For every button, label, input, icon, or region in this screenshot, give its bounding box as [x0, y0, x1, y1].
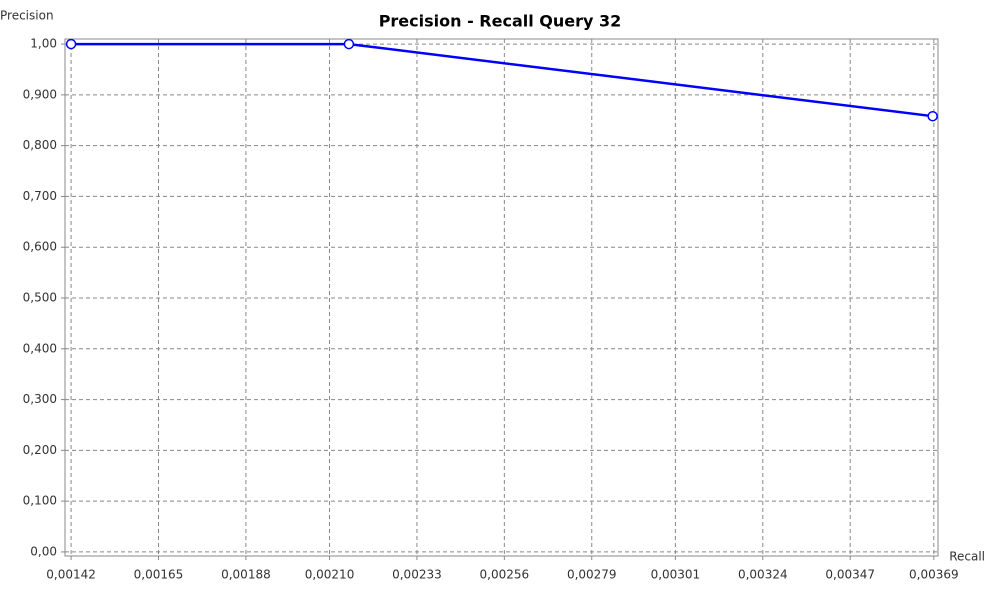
x-tick-label: 0,00369 — [909, 568, 959, 582]
data-point — [65, 38, 77, 50]
y-tick-label: 0,200 — [23, 443, 57, 457]
y-tick-label: 1,00 — [30, 37, 57, 51]
y-tick-label: 0,300 — [23, 392, 57, 406]
x-tick-label: 0,00279 — [567, 568, 617, 582]
y-axis-label: Precision — [0, 9, 54, 23]
x-tick-label: 0,00188 — [221, 568, 271, 582]
y-tick-label: 0,00 — [30, 544, 57, 558]
y-tick-label: 0,900 — [23, 87, 57, 101]
y-tick-label: 0,700 — [23, 189, 57, 203]
x-tick-label: 0,00165 — [134, 568, 184, 582]
x-tick-label: 0,00256 — [480, 568, 530, 582]
x-tick-label: 0,00301 — [651, 568, 701, 582]
y-tick-label: 0,800 — [23, 138, 57, 152]
data-point — [927, 110, 938, 122]
y-tick-label: 0,400 — [23, 341, 57, 355]
x-tick-label: 0,00210 — [305, 568, 355, 582]
y-tick-label: 0,600 — [23, 240, 57, 254]
x-tick-label: 0,00324 — [738, 568, 788, 582]
x-tick-label: 0,00142 — [46, 568, 96, 582]
plot-area — [64, 38, 939, 557]
chart-title: Precision - Recall Query 32 — [379, 12, 622, 31]
y-tick-label: 0,100 — [23, 494, 57, 508]
y-tick-label: 0,500 — [23, 291, 57, 305]
x-axis-label: Recall — [949, 550, 985, 564]
data-point — [343, 38, 355, 50]
x-tick-label: 0,00347 — [825, 568, 875, 582]
x-tick-label: 0,00233 — [392, 568, 442, 582]
